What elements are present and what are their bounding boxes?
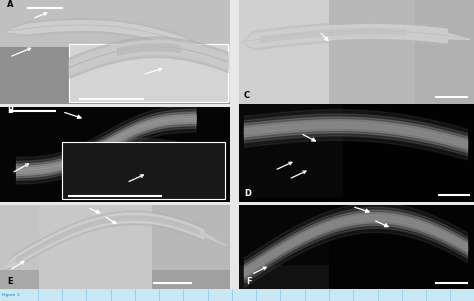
Bar xyxy=(152,270,230,289)
Bar xyxy=(328,205,474,289)
Bar xyxy=(239,205,328,265)
Bar xyxy=(0,0,230,47)
Bar xyxy=(152,205,230,270)
Bar xyxy=(328,0,415,104)
Bar xyxy=(0,47,230,104)
Bar xyxy=(62,142,225,199)
Text: D: D xyxy=(244,189,251,198)
Bar xyxy=(239,265,328,289)
Text: E: E xyxy=(7,277,12,286)
Bar xyxy=(0,205,39,270)
Bar xyxy=(343,104,474,197)
Bar xyxy=(239,0,328,104)
Text: Figure 1: Figure 1 xyxy=(2,293,20,297)
Bar xyxy=(39,205,152,289)
Text: C: C xyxy=(244,91,250,100)
Text: B: B xyxy=(7,107,13,116)
Bar xyxy=(69,44,228,102)
Text: F: F xyxy=(246,277,252,286)
Bar xyxy=(73,45,230,102)
Bar xyxy=(239,104,343,197)
Text: A: A xyxy=(7,0,13,9)
